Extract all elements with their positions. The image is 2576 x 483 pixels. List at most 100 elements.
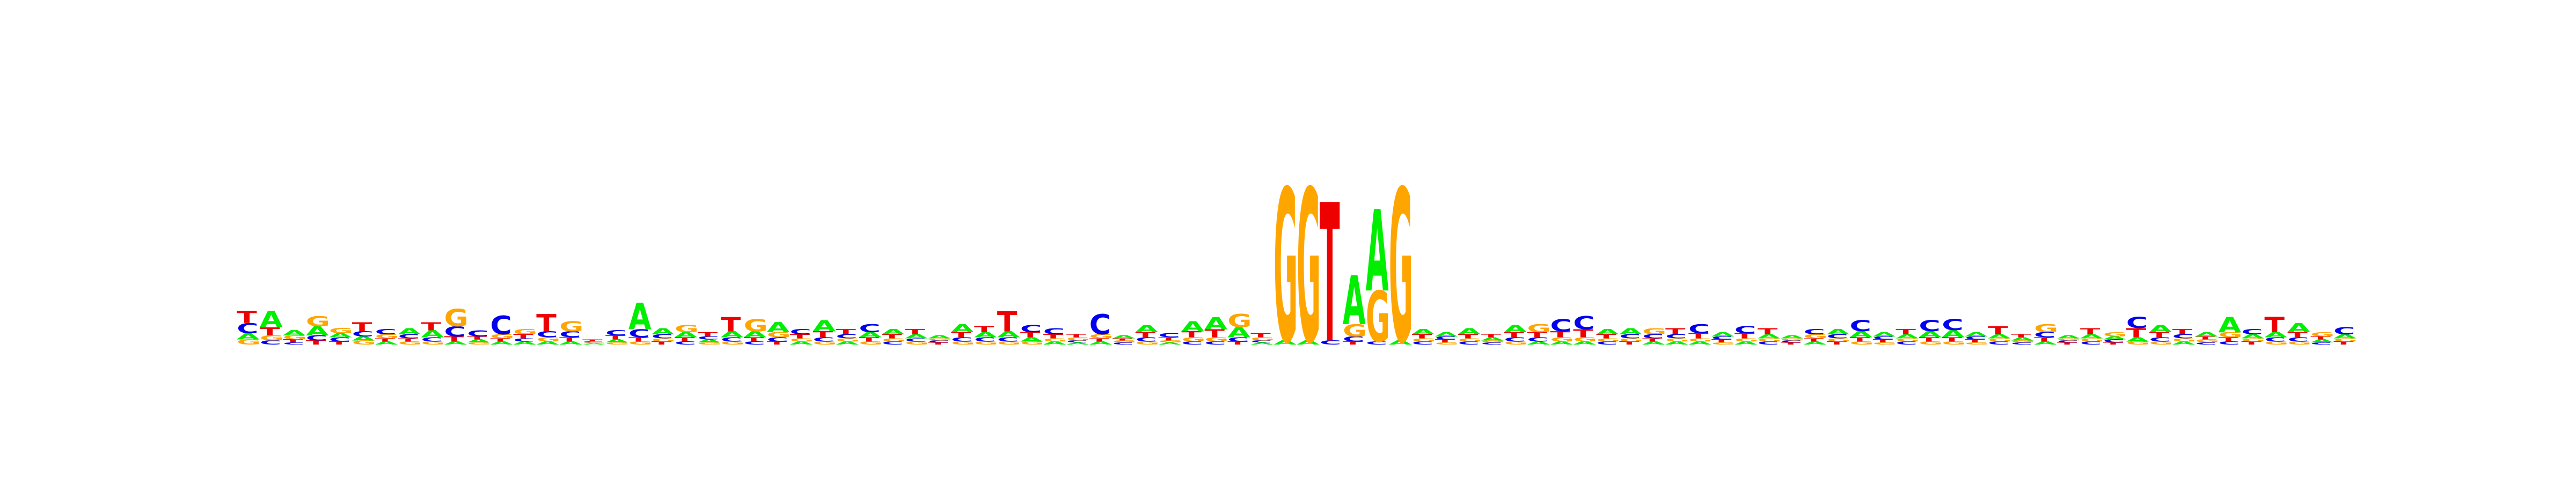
glyph-C: C bbox=[490, 312, 511, 341]
glyph-A: A bbox=[283, 329, 306, 337]
glyph-T: T bbox=[306, 340, 326, 346]
glyph-T: T bbox=[1781, 342, 1801, 345]
glyph-G: G bbox=[2172, 338, 2197, 342]
glyph-G: G bbox=[652, 338, 676, 342]
glyph-C: C bbox=[2103, 339, 2125, 343]
glyph-A: A bbox=[951, 322, 975, 335]
glyph-C: C bbox=[859, 322, 880, 335]
glyph-A: A bbox=[1297, 340, 1320, 346]
glyph-G: G bbox=[2310, 331, 2334, 338]
glyph-G: G bbox=[1619, 338, 1643, 342]
glyph-T: T bbox=[2172, 328, 2193, 336]
glyph-G: G bbox=[1850, 341, 1874, 346]
glyph-T: T bbox=[1942, 336, 1962, 343]
glyph-T: T bbox=[1504, 331, 1525, 339]
glyph-G: G bbox=[513, 328, 537, 336]
glyph-T: T bbox=[905, 328, 926, 336]
glyph-T: T bbox=[1158, 336, 1179, 341]
glyph-G: G bbox=[905, 341, 929, 346]
logo-stack-area: GACTCGTACTGATCAGTCAGGACTATGCGTCAGCATATCG… bbox=[237, 146, 2358, 390]
glyph-A: A bbox=[2241, 333, 2264, 340]
glyph-C: C bbox=[1781, 340, 1802, 343]
glyph-G: G bbox=[1596, 338, 1620, 342]
glyph-G: G bbox=[1458, 338, 1482, 342]
glyph-G: G bbox=[698, 342, 722, 345]
glyph-C: C bbox=[2057, 340, 2079, 343]
glyph-A: A bbox=[1550, 341, 1573, 346]
glyph-A: A bbox=[2287, 321, 2310, 335]
glyph-T: T bbox=[1435, 339, 1455, 343]
glyph-C: C bbox=[1020, 323, 1042, 334]
glyph-G: G bbox=[836, 338, 860, 342]
glyph-A: A bbox=[1043, 341, 1066, 346]
glyph-T: T bbox=[928, 342, 948, 345]
glyph-C: C bbox=[974, 336, 996, 343]
glyph-G: G bbox=[1665, 338, 1689, 342]
glyph-T: T bbox=[1619, 341, 1640, 346]
glyph-T: T bbox=[1596, 333, 1616, 340]
glyph-G: G bbox=[2149, 341, 2174, 346]
glyph-C: C bbox=[744, 341, 765, 346]
glyph-T: T bbox=[1573, 327, 1593, 340]
glyph-C: C bbox=[1642, 333, 1664, 340]
glyph-T: T bbox=[1872, 339, 1893, 343]
glyph-G: G bbox=[2034, 322, 2058, 335]
glyph-C: C bbox=[1919, 317, 1940, 335]
glyph-T: T bbox=[2103, 342, 2124, 345]
glyph-A: A bbox=[329, 332, 352, 339]
glyph-T: T bbox=[1412, 333, 1432, 340]
glyph-T: T bbox=[1735, 332, 1755, 340]
glyph-G: G bbox=[398, 341, 422, 346]
glyph-T: T bbox=[559, 336, 580, 343]
glyph-T: T bbox=[1204, 327, 1225, 340]
logo-position-47: AG bbox=[1297, 146, 1321, 390]
glyph-G: G bbox=[1781, 338, 1805, 341]
glyph-C: C bbox=[582, 341, 604, 343]
glyph-C: C bbox=[628, 327, 650, 340]
glyph-A: A bbox=[490, 341, 513, 346]
glyph-G: G bbox=[2218, 331, 2242, 339]
glyph-A: A bbox=[974, 331, 997, 339]
glyph-A: A bbox=[467, 339, 490, 343]
glyph-T: T bbox=[1481, 334, 1502, 339]
glyph-C: C bbox=[2333, 325, 2355, 336]
glyph-T: T bbox=[675, 336, 695, 343]
glyph-G: G bbox=[1435, 342, 1459, 345]
glyph-G: G bbox=[997, 341, 1021, 346]
glyph-A: A bbox=[444, 341, 467, 346]
glyph-G: G bbox=[2264, 341, 2288, 346]
glyph-C: C bbox=[467, 328, 488, 339]
glyph-G: G bbox=[283, 334, 307, 341]
glyph-T: T bbox=[721, 314, 741, 336]
glyph-T: T bbox=[1527, 331, 1548, 339]
glyph-G: G bbox=[237, 338, 261, 346]
glyph-G: G bbox=[1642, 326, 1666, 336]
